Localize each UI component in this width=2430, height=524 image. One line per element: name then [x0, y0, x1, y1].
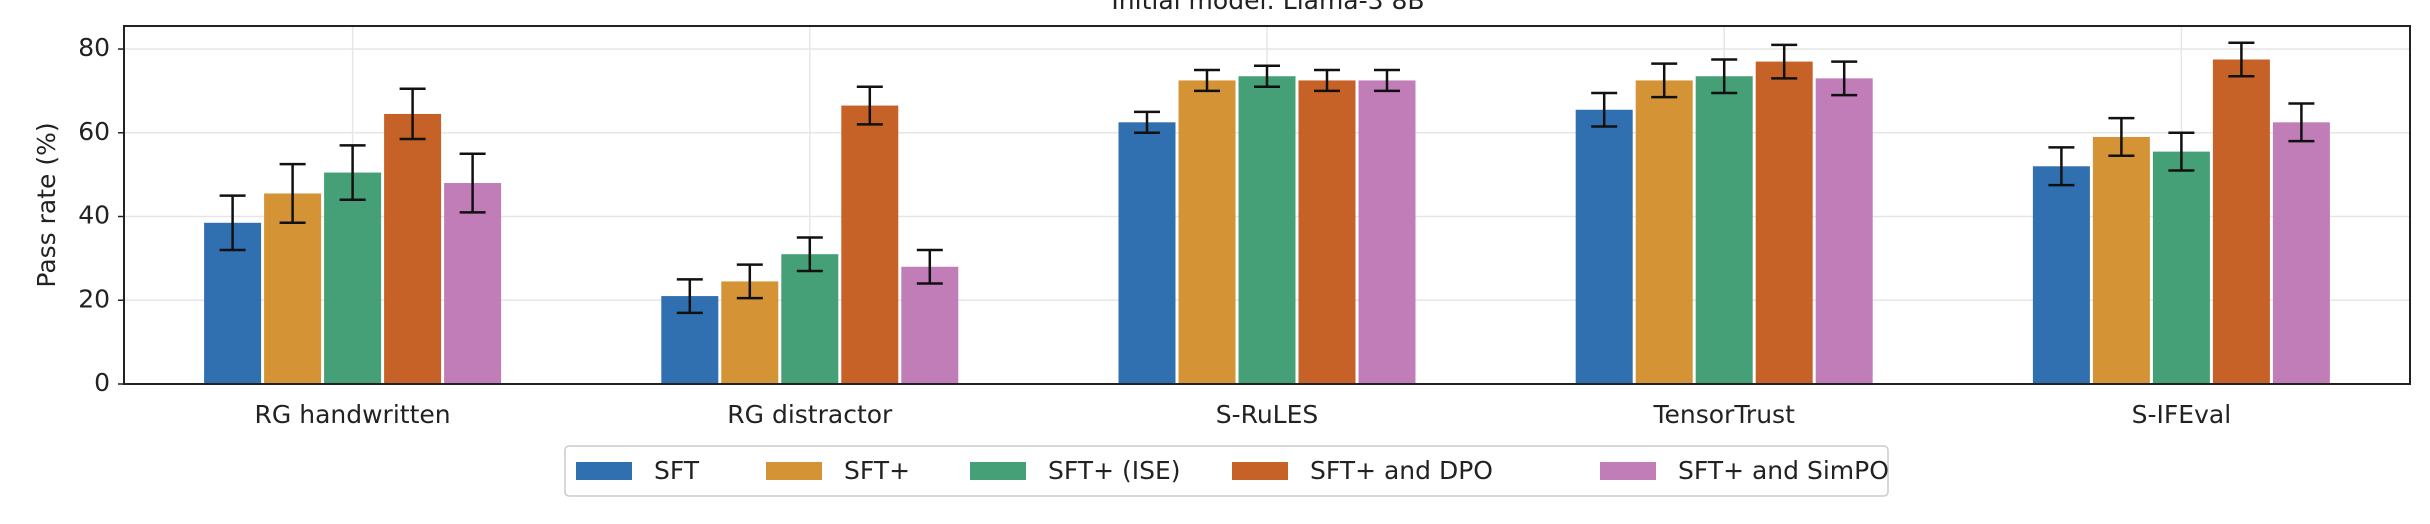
y-tick-label: 40 — [78, 201, 110, 230]
y-tick-label: 20 — [78, 284, 110, 313]
legend-label: SFT+ (ISE) — [1048, 456, 1181, 485]
x-tick-label: RG distractor — [727, 400, 893, 429]
bar — [444, 183, 502, 384]
bar — [384, 113, 442, 385]
bar — [1815, 78, 1873, 385]
legend-swatch — [576, 462, 632, 480]
legend-swatch — [1600, 462, 1656, 480]
plot-frame — [123, 25, 2411, 385]
y-tick-label: 0 — [94, 368, 110, 397]
legend-swatch — [766, 462, 822, 480]
bar — [324, 172, 382, 384]
bar — [2272, 122, 2330, 385]
x-tick-label: S-IFEval — [2132, 400, 2232, 429]
bar — [1118, 122, 1176, 385]
bar — [1755, 61, 1813, 385]
legend-label: SFT+ — [844, 456, 910, 485]
bar — [1238, 76, 1296, 385]
bar — [1575, 109, 1633, 385]
bar — [901, 266, 959, 384]
bar — [1298, 80, 1356, 385]
y-axis-label: Pass rate (%) — [32, 122, 61, 287]
bar — [1635, 80, 1693, 385]
bar — [841, 105, 899, 385]
bar — [264, 193, 322, 384]
bar — [1695, 76, 1753, 385]
legend-swatch — [1232, 462, 1288, 480]
bar — [1178, 80, 1236, 385]
legend-label: SFT+ and DPO — [1310, 456, 1493, 485]
bar — [1358, 80, 1416, 385]
legend-label: SFT+ and SimPO — [1678, 456, 1889, 485]
bar — [2152, 151, 2210, 384]
bar — [2212, 59, 2270, 385]
x-tick-label: S-RuLES — [1216, 400, 1319, 429]
x-tick-label: TensorTrust — [1652, 400, 1795, 429]
y-tick-label: 60 — [78, 117, 110, 146]
chart-title: Initial model: Llama-3 8B — [1111, 0, 1424, 15]
legend-swatch — [970, 462, 1026, 480]
y-tick-label: 80 — [78, 33, 110, 62]
legend-label: SFT — [654, 456, 700, 485]
x-tick-label: RG handwritten — [255, 400, 451, 429]
legend-box — [564, 445, 1889, 497]
bar — [2032, 166, 2090, 384]
bar — [2092, 136, 2150, 384]
bar — [781, 254, 839, 384]
